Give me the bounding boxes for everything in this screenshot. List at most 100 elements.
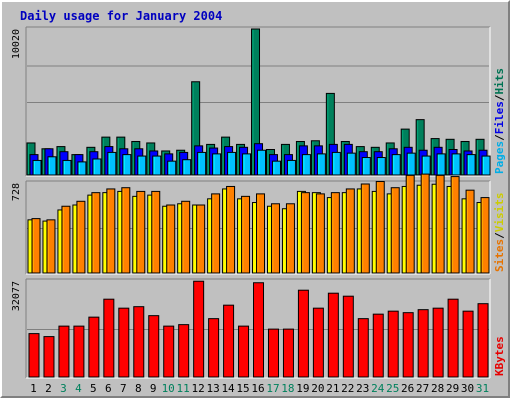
y-max-label: 32077 (11, 281, 22, 311)
bar-pages-day-8 (137, 155, 147, 176)
x-tick-label: 16 (251, 382, 264, 395)
bar-pages-day-24 (376, 157, 386, 176)
bar-kbytes-day-17 (267, 328, 279, 378)
legend-hits: Pages/Files/Hits (493, 68, 506, 174)
chart-title: Daily usage for January 2004 (20, 9, 222, 23)
x-tick-label: 14 (221, 382, 235, 395)
x-tick-label: 7 (120, 382, 127, 395)
bar-kbytes-day-21 (327, 292, 339, 378)
bar-kbytes-day-4 (73, 325, 85, 378)
bar-pages-day-11 (182, 159, 192, 176)
bar-kbytes-day-30 (462, 310, 474, 378)
bar-kbytes-day-22 (342, 295, 354, 378)
legend-kbytes: KBytes (493, 336, 506, 376)
panel-hits: 10020 Pages/Files/Hits (11, 26, 506, 177)
x-tick-label: 5 (90, 382, 97, 395)
bar-kbytes-day-31 (477, 303, 489, 378)
x-tick-label: 22 (341, 382, 354, 395)
bar-sites-day-27 (420, 173, 430, 274)
x-tick-label: 1 (30, 382, 37, 395)
x-tick-label: 8 (135, 382, 142, 395)
x-tick-label: 30 (461, 382, 474, 395)
bar-sites-day-2 (46, 219, 56, 274)
bar-pages-day-10 (167, 160, 177, 176)
legend-visits: Sites/Visits (493, 193, 506, 273)
bar-sites-day-16 (256, 193, 266, 274)
bar-kbytes-day-12 (193, 280, 205, 378)
bar-sites-day-6 (106, 188, 116, 274)
bar-sites-day-18 (285, 203, 295, 274)
bar-pages-day-18 (286, 159, 296, 176)
bar-kbytes-day-10 (163, 325, 175, 378)
legend-separator: / (493, 134, 506, 141)
bar-sites-day-25 (390, 187, 400, 274)
bar-sites-day-1 (31, 218, 41, 274)
bar-sites-day-17 (270, 203, 280, 274)
bar-pages-day-13 (212, 153, 222, 176)
bar-sites-day-11 (181, 200, 191, 274)
bar-kbytes-day-29 (447, 298, 459, 378)
bar-sites-day-8 (136, 190, 146, 274)
bar-kbytes-day-2 (43, 336, 55, 378)
x-tick-label: 11 (177, 382, 190, 395)
bar-sites-day-3 (61, 205, 71, 274)
bar-pages-day-16 (257, 149, 267, 176)
x-tick-label: 25 (386, 382, 399, 395)
bar-pages-day-6 (107, 151, 117, 176)
bar-sites-day-13 (211, 193, 221, 274)
x-tick-label: 10 (162, 382, 175, 395)
panel-kbytes: 32077 KBytes (11, 278, 506, 379)
bar-kbytes-day-23 (357, 318, 369, 378)
bar-sites-day-31 (480, 197, 490, 274)
x-tick-label: 24 (371, 382, 385, 395)
bar-pages-day-14 (227, 151, 237, 176)
bar-sites-day-21 (330, 192, 340, 274)
x-tick-label: 2 (45, 382, 52, 395)
bar-kbytes-day-11 (178, 324, 190, 378)
x-tick-label: 18 (281, 382, 294, 395)
legend-files: Files (493, 101, 506, 134)
x-tick-label: 28 (431, 382, 444, 395)
bar-pages-day-2 (47, 156, 57, 176)
bar-kbytes-day-26 (402, 312, 414, 378)
legend-visits: Visits (493, 193, 506, 233)
x-tick-label: 27 (416, 382, 429, 395)
bar-kbytes-day-19 (297, 289, 309, 378)
bar-sites-day-9 (151, 190, 161, 274)
bar-kbytes-day-6 (103, 298, 115, 378)
bar-kbytes-day-9 (148, 315, 160, 378)
bar-pages-day-21 (331, 151, 341, 176)
x-tick-label: 12 (192, 382, 205, 395)
bar-pages-day-9 (152, 155, 162, 176)
bar-sites-day-19 (300, 192, 310, 274)
x-tick-label: 3 (60, 382, 67, 395)
x-tick-label: 13 (206, 382, 219, 395)
bar-sites-day-14 (226, 185, 236, 274)
bar-sites-day-4 (76, 200, 86, 274)
bar-pages-day-19 (301, 154, 311, 176)
bar-kbytes-day-1 (28, 333, 40, 378)
y-max-label: 10020 (11, 29, 22, 59)
bar-sites-day-20 (315, 193, 325, 274)
bar-pages-day-3 (62, 159, 72, 176)
x-tick-label: 6 (105, 382, 112, 395)
legend-pages: Pages (493, 141, 506, 174)
bar-pages-day-25 (391, 154, 401, 176)
bar-pages-day-15 (242, 153, 252, 176)
bar-sites-day-7 (121, 187, 131, 274)
bar-pages-day-7 (122, 154, 132, 176)
x-tick-label: 26 (401, 382, 414, 395)
bar-kbytes-day-7 (118, 307, 130, 378)
bar-sites-day-5 (91, 192, 101, 274)
bar-sites-day-28 (435, 174, 445, 274)
bar-kbytes-day-8 (133, 306, 145, 378)
bar-pages-day-31 (481, 155, 491, 176)
bar-pages-day-22 (346, 152, 356, 176)
bar-sites-day-22 (345, 188, 355, 274)
bar-kbytes-day-27 (417, 309, 429, 378)
bar-pages-day-29 (451, 153, 461, 176)
bar-sites-day-30 (465, 189, 475, 274)
bar-kbytes-day-20 (312, 307, 324, 378)
bar-pages-day-12 (197, 151, 207, 176)
